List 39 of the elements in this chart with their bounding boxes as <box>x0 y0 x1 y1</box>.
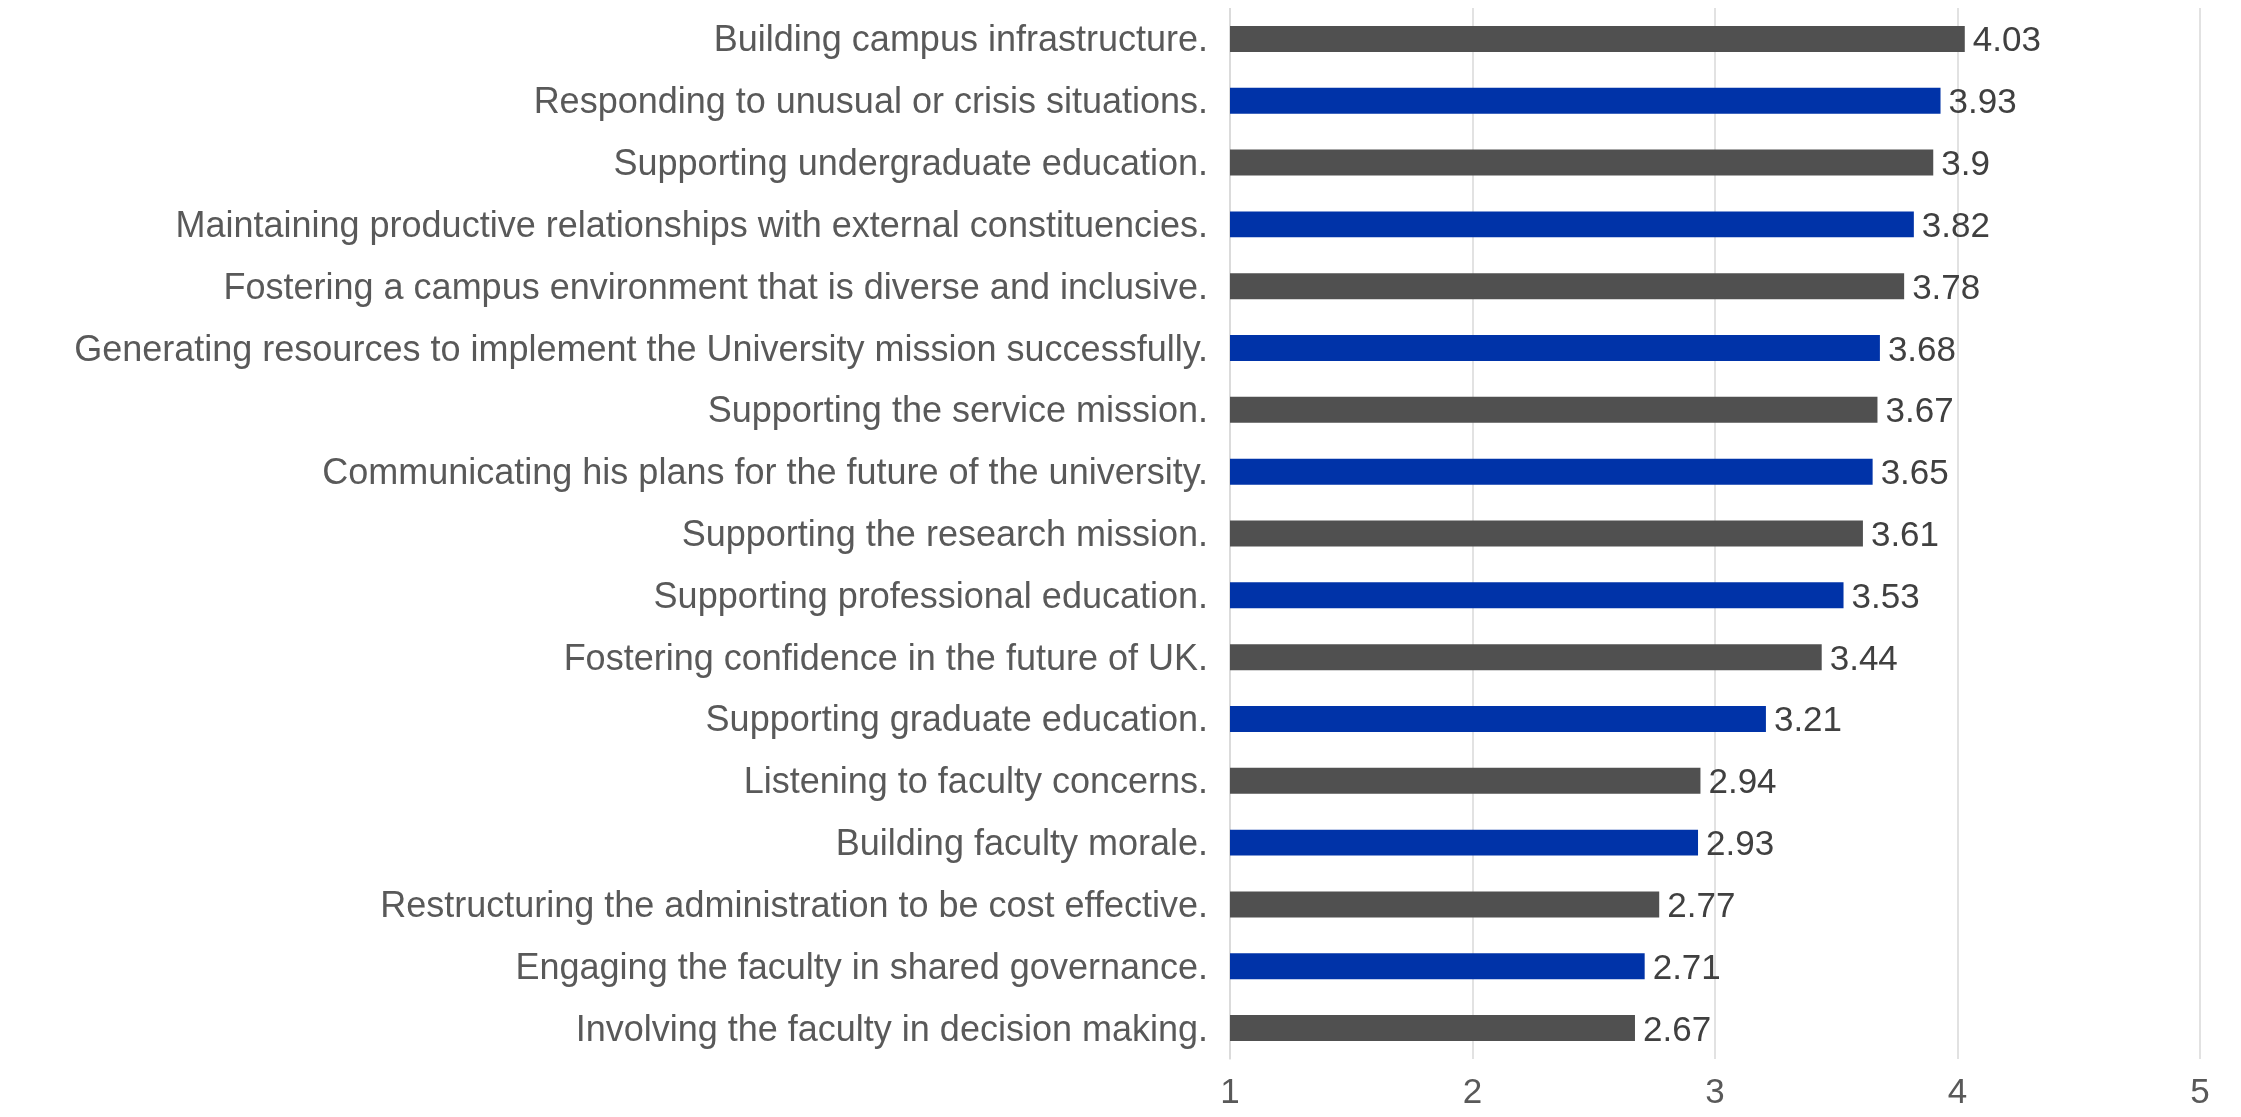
y-tick-label: Restructuring the administration to be cost effective. <box>380 883 1208 925</box>
y-tick-label: Supporting professional education. <box>653 574 1208 616</box>
y-tick-label: Supporting graduate education. <box>705 698 1208 740</box>
data-label: 3.9 <box>1941 143 1990 183</box>
y-tick-label: Fostering confidence in the future of UK. <box>563 636 1208 678</box>
data-label: 3.53 <box>1851 575 1920 615</box>
x-tick-label: 1 <box>1220 1071 1240 1110</box>
data-label: 3.68 <box>1887 328 1957 368</box>
data-label: 2.94 <box>1708 761 1777 801</box>
data-label: 3.65 <box>1880 452 1949 492</box>
x-tick-label: 3 <box>1705 1071 1725 1110</box>
x-tick-label: 2 <box>1462 1071 1483 1110</box>
data-label: 3.82 <box>1921 204 1990 244</box>
y-tick-label: Involving the faculty in decision making. <box>575 1007 1208 1049</box>
data-label: 3.78 <box>1912 266 1981 306</box>
y-tick-label: Supporting the research mission. <box>681 513 1208 554</box>
data-label: 2.93 <box>1706 823 1775 863</box>
data-label: 2.77 <box>1667 884 1736 924</box>
data-label: 4.03 <box>1972 19 2041 59</box>
x-tick-label: 4 <box>1947 1071 1968 1110</box>
data-label: 3.61 <box>1870 514 1940 553</box>
y-tick-label: Building faculty morale. <box>835 822 1208 864</box>
y-tick-label: Maintaining productive relationships with external constituencies. <box>175 203 1208 245</box>
y-tick-label: Responding to unusual or crisis situations. <box>533 80 1208 122</box>
y-tick-label: Fostering a campus environment that is diverse and inclusive. <box>223 265 1208 307</box>
data-label: 3.44 <box>1829 637 1898 677</box>
y-tick-label: Supporting the service mission. <box>707 389 1208 431</box>
data-label: 2.67 <box>1642 1008 1712 1048</box>
y-tick-label: Engaging the faculty in shared governance. <box>515 945 1208 987</box>
data-label: 3.21 <box>1773 699 1843 739</box>
y-tick-label: Supporting undergraduate education. <box>613 142 1208 184</box>
y-tick-label: Generating resources to implement the University mission successfully. <box>74 327 1208 369</box>
data-label: 3.93 <box>1948 81 2017 121</box>
x-tick-label: 5 <box>2190 1071 2210 1110</box>
data-label: 2.71 <box>1652 946 1721 986</box>
y-tick-label: Communicating his plans for the future of the university. <box>322 451 1208 493</box>
y-tick-label: Listening to faculty concerns. <box>743 760 1208 802</box>
y-tick-label: Building campus infrastructure. <box>713 18 1208 60</box>
data-label: 3.67 <box>1885 390 1954 430</box>
